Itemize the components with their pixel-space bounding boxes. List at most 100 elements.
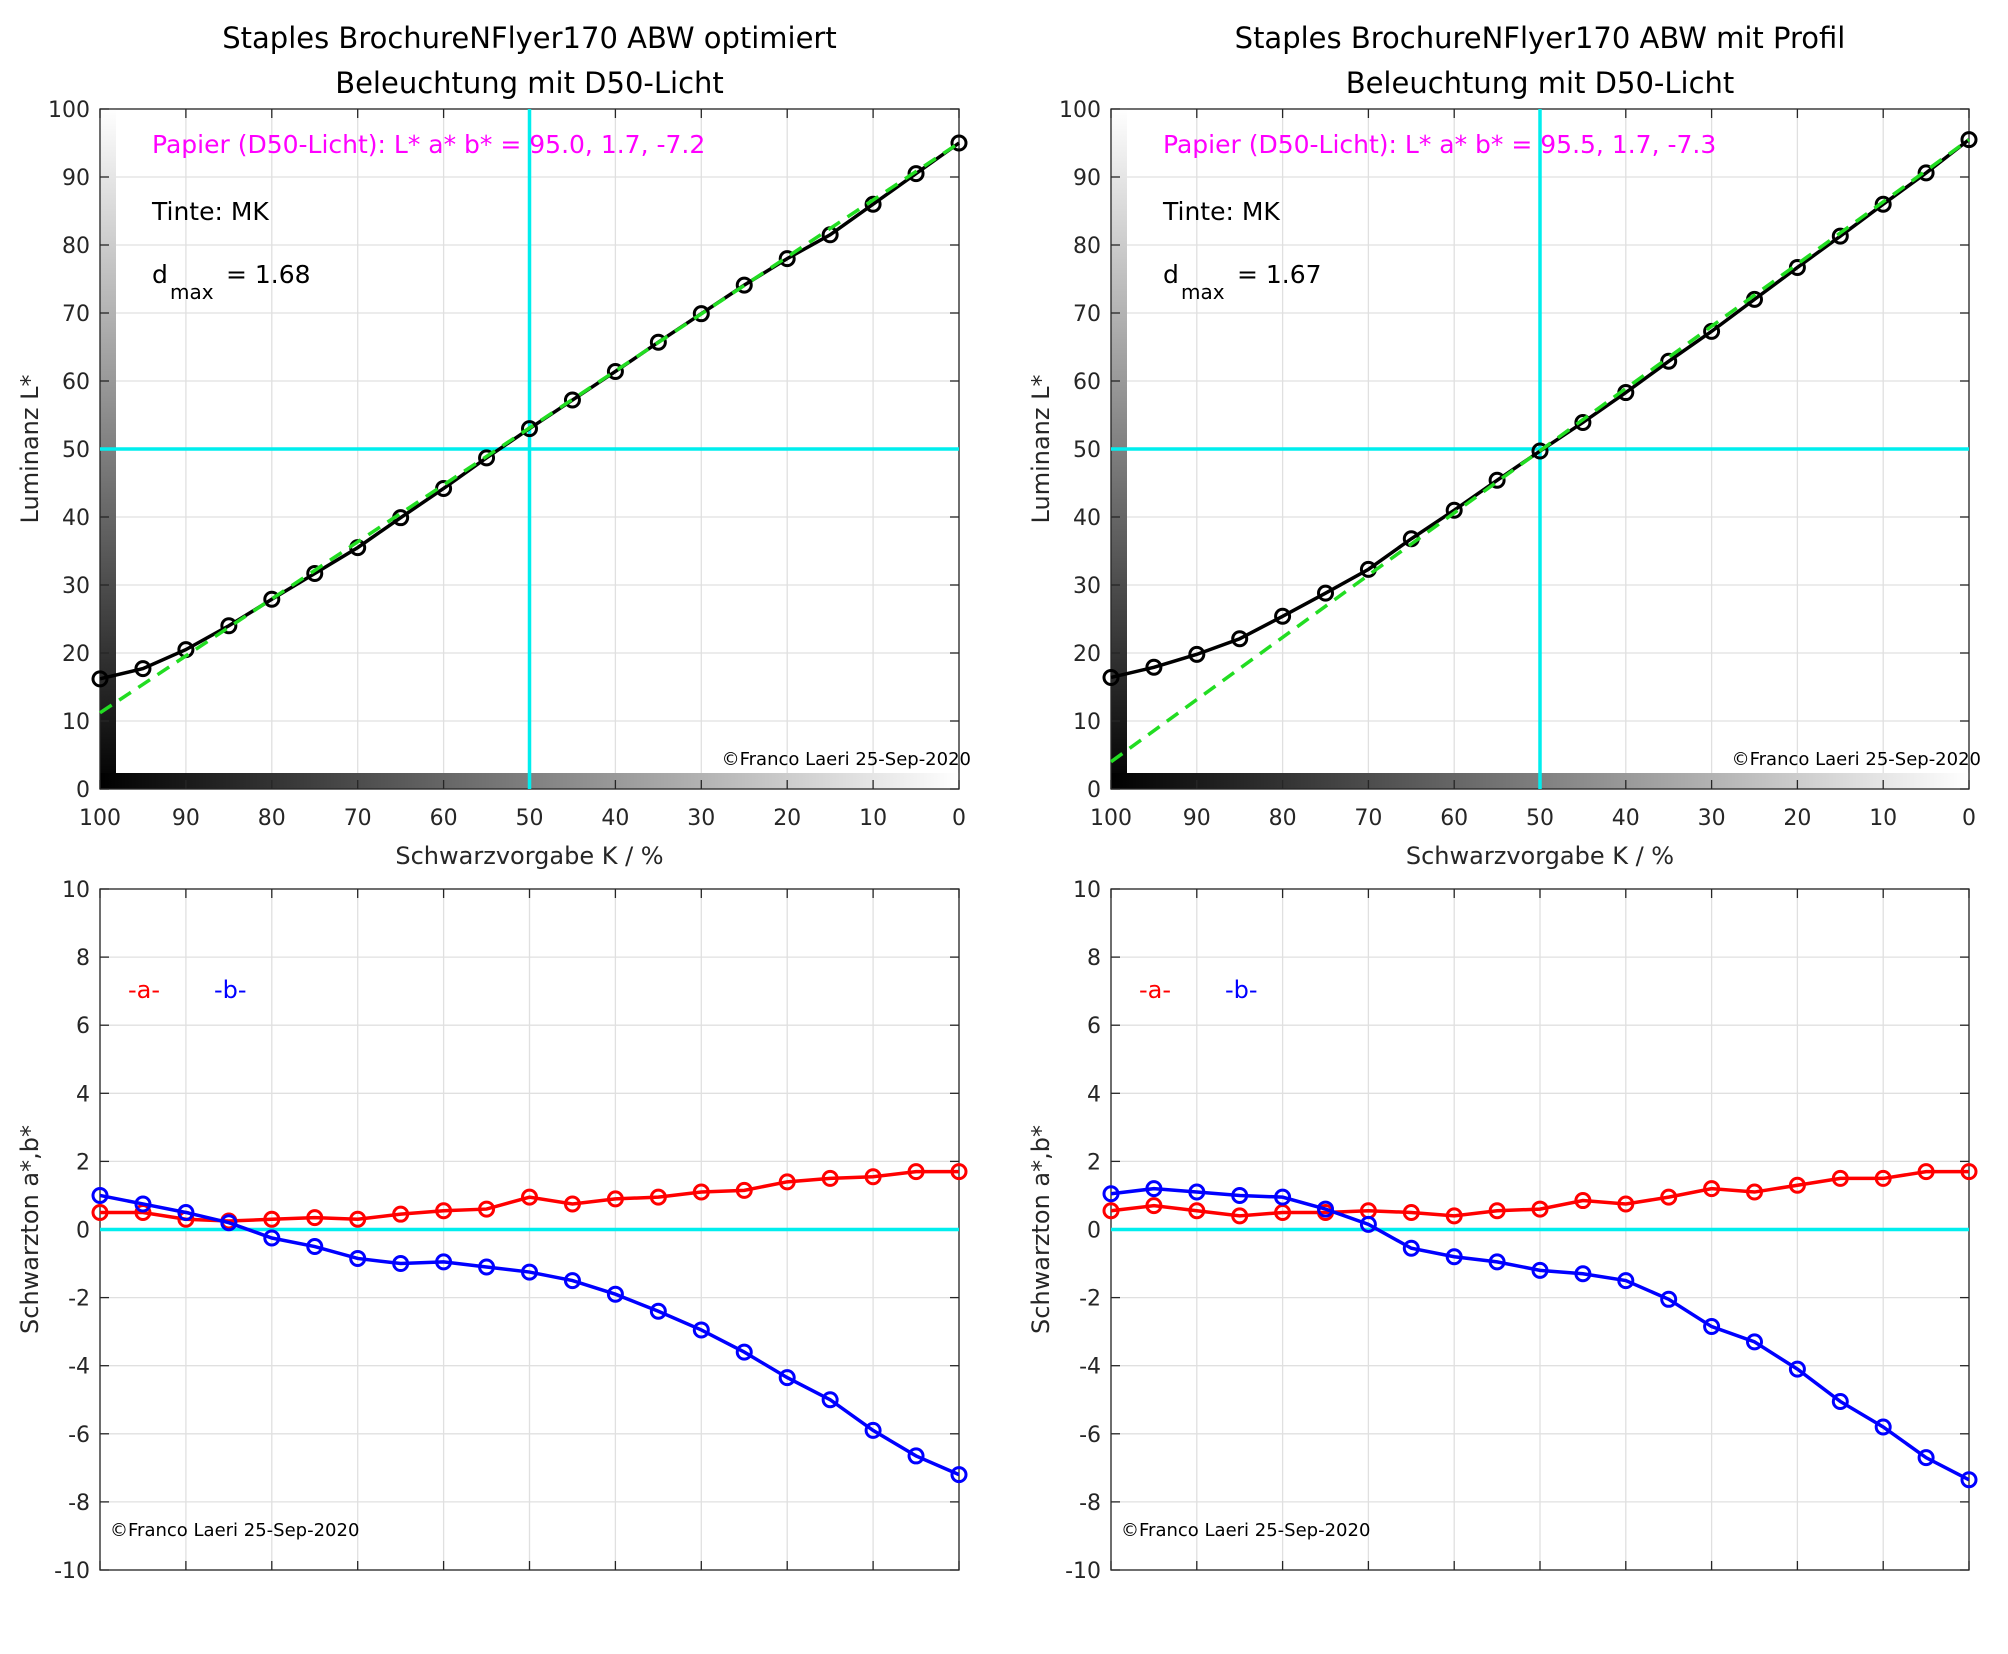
data-point: [1831, 227, 1849, 245]
data-point: [1574, 1192, 1592, 1210]
x-axis-label: Schwarzvorgabe K / %: [1406, 842, 1674, 870]
data-point: [864, 1168, 882, 1186]
data-point: [263, 1210, 281, 1228]
y-tick-label: 30: [1073, 574, 1101, 599]
x-tick-label: 0: [952, 806, 966, 831]
data-point: [306, 1209, 324, 1227]
chart-3: -10 -8 -6 -4 -2 0 2 4 6 8 10 Schwarzton a*,b* -a- -b-…: [16, 878, 968, 1584]
data-point: [1102, 1185, 1120, 1203]
y-tick-label: 100: [48, 98, 90, 123]
data-point: [1874, 195, 1892, 213]
y-tick-label: 80: [1073, 234, 1101, 259]
data-point: [1746, 1183, 1763, 1201]
data-point: [220, 1214, 238, 1232]
y-tick-label: 4: [76, 1082, 90, 1107]
data-point: [1231, 1186, 1249, 1204]
y-tick-label: 0: [1087, 1219, 1101, 1244]
data-point: [478, 1258, 496, 1276]
data-point: [1531, 442, 1549, 460]
data-point: [1960, 1163, 1978, 1181]
data-point: [1359, 1215, 1377, 1233]
y-axis-label: Schwarzton a*,b*: [1027, 1125, 1055, 1334]
x-tick-label: 30: [1698, 806, 1726, 831]
data-point: [950, 134, 968, 152]
series-line-a: [100, 1169, 959, 1223]
x-tick-label: 50: [516, 806, 544, 831]
data-point: [306, 1238, 324, 1256]
data-point: [563, 1272, 581, 1290]
series-line-linear: [99, 141, 960, 715]
data-point: [1231, 1207, 1249, 1225]
data-point: [521, 420, 538, 438]
x-tick-label: 50: [1526, 806, 1554, 831]
chart-title: Beleuchtung mit D50-Licht: [335, 66, 724, 100]
y-tick-label: 10: [1073, 878, 1101, 903]
y-tick-label: 100: [1059, 98, 1101, 123]
data-point: [1231, 630, 1249, 648]
data-point: [435, 1253, 453, 1271]
x-tick-label: 20: [773, 806, 801, 831]
x-tick-label: 90: [1183, 806, 1211, 831]
ink-annotation: Tinte: MK: [151, 197, 269, 226]
data-point: [1788, 1176, 1806, 1194]
copyright-note: ©Franco Laeri 25-Sep-2020: [722, 749, 971, 770]
y-tick-label: 2: [76, 1150, 90, 1175]
data-point: [91, 670, 109, 688]
y-tick-label: 50: [1073, 438, 1101, 463]
y-tick-label: 70: [1073, 302, 1101, 327]
data-point: [1102, 1202, 1120, 1220]
data-point: [907, 1447, 925, 1465]
data-point: [950, 1163, 968, 1181]
ink-annotation: Tinte: MK: [1162, 197, 1280, 226]
data-point: [950, 1466, 968, 1484]
data-point: [521, 1263, 538, 1281]
x-tick-label: 30: [687, 806, 715, 831]
data-point: [1488, 1253, 1506, 1271]
legend-a: -a-: [128, 976, 160, 1004]
data-point: [1574, 413, 1592, 431]
data-point: [1188, 1202, 1206, 1220]
data-point: [778, 1173, 796, 1191]
data-point: [1874, 1169, 1892, 1187]
data-point: [1660, 1188, 1678, 1206]
copyright-note: ©Franco Laeri 25-Sep-2020: [110, 1520, 359, 1541]
series-line-b: [1110, 1186, 1970, 1482]
data-point: [606, 1285, 624, 1303]
y-tick-label: 8: [76, 946, 90, 971]
data-point: [1402, 1239, 1420, 1257]
data-point: [692, 305, 710, 323]
data-point: [392, 1205, 410, 1223]
chart-title: Beleuchtung mit D50-Licht: [1346, 66, 1735, 100]
data-point: [1960, 1471, 1978, 1489]
y-tick-label: 40: [1073, 506, 1101, 531]
data-point: [1402, 1203, 1420, 1221]
data-point: [1531, 1261, 1549, 1279]
y-tick-label: 6: [76, 1014, 90, 1039]
x-tick-label: 0: [1962, 806, 1976, 831]
dmax-label: d: [1163, 260, 1179, 289]
dmax-label: d: [152, 260, 168, 289]
data-point: [649, 1302, 667, 1320]
data-point: [1960, 131, 1978, 149]
x-tick-label: 40: [1612, 806, 1640, 831]
data-point: [563, 391, 581, 409]
y-axis-label: Luminanz L*: [16, 375, 44, 524]
data-point: [134, 1195, 152, 1213]
y-tick-label: -6: [68, 1423, 90, 1448]
x-tick-label: 10: [859, 806, 887, 831]
x-tick-label: 80: [1269, 806, 1297, 831]
data-point: [263, 590, 281, 608]
y-tick-label: 70: [62, 302, 90, 327]
data-point: [1574, 1265, 1592, 1283]
x-tick-label: 90: [172, 806, 200, 831]
y-tick-label: 20: [1073, 642, 1101, 667]
y-axis-label: Luminanz L*: [1027, 375, 1055, 524]
data-point: [1917, 164, 1935, 182]
data-point: [778, 250, 796, 268]
data-point: [263, 1229, 281, 1247]
x-tick-label: 100: [79, 806, 121, 831]
data-point: [1917, 1163, 1935, 1181]
chart-title: Staples BrochureNFlyer170 ABW mit Profil: [1235, 21, 1846, 55]
